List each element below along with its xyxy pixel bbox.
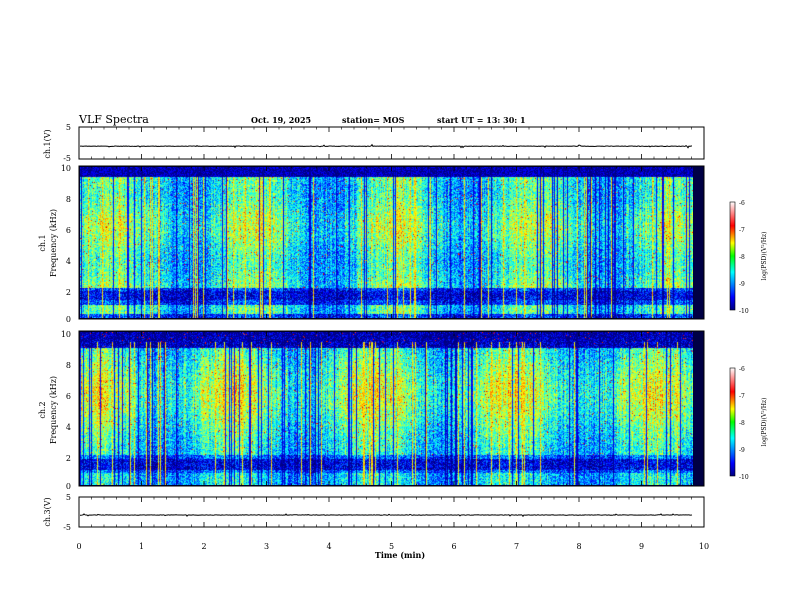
ch1-ytick-bottom: -5 xyxy=(63,154,71,163)
ch1-channel-label: ch.1 xyxy=(38,234,47,251)
station-label: station= MOS xyxy=(342,115,405,125)
ch2-colorbar: -6 -7 -8 -9 -10 log(PSD)(V²/Hz) xyxy=(729,366,768,481)
ch2-cb-tick-6: -6 xyxy=(739,366,745,373)
ch1-waveform-ticks xyxy=(78,127,705,159)
ch1-freq-tick-2: 2 xyxy=(66,288,71,297)
x-tick-label-0: 0 xyxy=(76,542,81,551)
ch1-spectrogram-image xyxy=(80,167,693,318)
ch1-colorbar-gradient xyxy=(729,201,736,311)
x-tick-label-1: 1 xyxy=(139,542,144,551)
ch1-cb-tick-7: -7 xyxy=(739,227,745,234)
x-tick-label-8: 8 xyxy=(576,542,581,551)
ch1-freq-tick-8: 8 xyxy=(66,195,71,204)
ch1-waveform-panel: 5 -5 ch.1(V) xyxy=(43,123,705,163)
ch2-channel-label: ch.2 xyxy=(38,401,47,418)
ch1-spectrogram-panel: 0 2 4 6 8 10 ch.1 Frequency (kHz) xyxy=(38,164,705,324)
ch2-freq-tick-0: 0 xyxy=(66,482,71,491)
ch1-cb-tick-9: -9 xyxy=(739,281,745,288)
x-tick-label-4: 4 xyxy=(326,542,331,551)
ch1-cb-tick-10: -10 xyxy=(739,308,749,315)
x-tick-label-7: 7 xyxy=(514,542,519,551)
ch3-ytick-bottom: -5 xyxy=(63,523,71,532)
ch3-ylabel: ch.3(V) xyxy=(43,497,52,526)
figure-title: VLF Spectra xyxy=(78,113,149,126)
ch1-ytick-top: 5 xyxy=(66,123,71,132)
ch1-waveform-trace xyxy=(79,143,692,149)
ch2-cb-tick-10: -10 xyxy=(739,474,749,481)
ch2-freq-axis-label: Frequency (kHz) xyxy=(49,376,58,444)
ch2-freq-tick-6: 6 xyxy=(66,392,71,401)
ch1-cb-tick-6: -6 xyxy=(739,200,745,207)
ch2-cb-tick-8: -8 xyxy=(739,420,745,427)
ch1-freq-tick-4: 4 xyxy=(66,257,71,266)
ch1-freq-tick-10: 10 xyxy=(61,164,71,173)
ch2-colorbar-gradient xyxy=(729,367,736,477)
ch1-freq-tick-0: 0 xyxy=(66,315,71,324)
ch2-cb-tick-7: -7 xyxy=(739,393,745,400)
ch3-ytick-top: 5 xyxy=(66,493,71,502)
x-tick-label-3: 3 xyxy=(264,542,269,551)
ch3-waveform-ticks xyxy=(78,497,705,527)
x-tick-label-10: 10 xyxy=(699,542,709,551)
x-axis-label: Time (min) xyxy=(375,550,425,560)
ch1-freq-tick-6: 6 xyxy=(66,226,71,235)
ch2-spectrogram-ticks xyxy=(78,331,705,486)
ch2-freq-tick-10: 10 xyxy=(61,330,71,339)
ch2-spectrogram-panel: 0 2 4 6 8 10 ch.2 Frequency (kHz) xyxy=(38,330,705,491)
ch1-colorbar: -6 -7 -8 -9 -10 log(PSD)(V²/Hz) xyxy=(729,200,768,315)
x-axis-tick-labels: 0 1 2 3 4 5 6 7 8 9 10 xyxy=(76,542,709,551)
start-time-label: start UT = 13: 30: 1 xyxy=(437,115,526,125)
ch3-waveform-panel: 5 -5 ch.3(V) xyxy=(43,493,705,532)
ch2-cb-label: log(PSD)(V²/Hz) xyxy=(761,398,768,447)
ch1-ylabel: ch.1(V) xyxy=(43,129,52,158)
ch1-freq-axis-label: Frequency (kHz) xyxy=(49,209,58,277)
ch2-cb-tick-9: -9 xyxy=(739,447,745,454)
ch2-spectrogram-image xyxy=(80,332,693,485)
x-tick-label-2: 2 xyxy=(201,542,206,551)
ch2-freq-tick-8: 8 xyxy=(66,361,71,370)
ch2-freq-tick-4: 4 xyxy=(66,423,71,432)
x-tick-label-5: 5 xyxy=(389,542,394,551)
x-tick-label-9: 9 xyxy=(639,542,644,551)
ch1-spectrogram-ticks xyxy=(78,166,705,319)
ch1-cb-tick-8: -8 xyxy=(739,254,745,261)
x-tick-label-6: 6 xyxy=(451,542,456,551)
ch1-cb-label: log(PSD)(V²/Hz) xyxy=(761,232,768,281)
date-label: Oct. 19, 2025 xyxy=(251,115,311,125)
ch2-freq-tick-2: 2 xyxy=(66,454,71,463)
ch3-waveform-trace xyxy=(80,513,693,518)
